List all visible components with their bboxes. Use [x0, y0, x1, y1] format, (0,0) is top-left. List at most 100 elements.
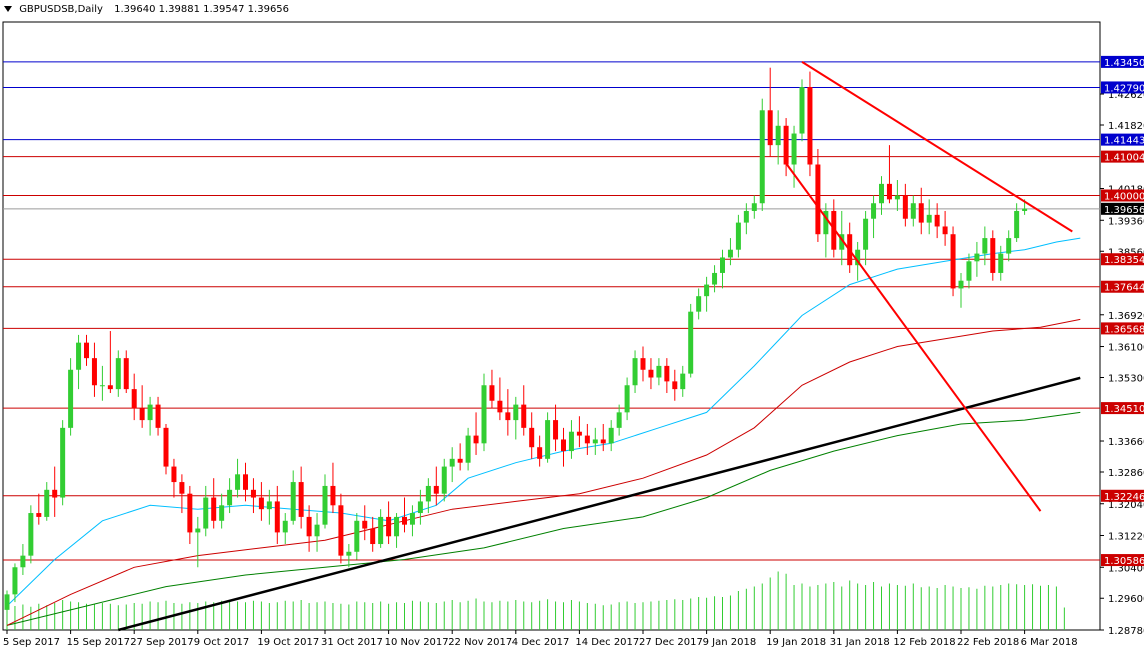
- candle-body: [147, 404, 153, 421]
- candle-body: [52, 489, 58, 498]
- candle-body: [12, 567, 18, 595]
- candle-body: [235, 474, 241, 490]
- candle-body: [799, 87, 805, 134]
- candle-body: [386, 516, 392, 537]
- current-price-tag-bg: [1101, 202, 1144, 215]
- candle-body: [425, 485, 431, 502]
- y-tick-label: 1.29600: [1108, 594, 1144, 605]
- level-price-tag: 1.42790: [1104, 83, 1144, 94]
- candle-body: [735, 222, 741, 250]
- candle-body: [107, 385, 113, 390]
- candle-body: [314, 524, 320, 537]
- candle-body: [322, 485, 328, 525]
- candle-body: [290, 482, 296, 521]
- level-price-tag: 1.37644: [1104, 283, 1144, 294]
- candle-body: [751, 203, 757, 211]
- candle-body: [219, 505, 225, 521]
- candle-body: [99, 385, 105, 387]
- level-price-tag-bg: [1101, 133, 1144, 146]
- candle-body: [36, 513, 42, 517]
- candle-body: [561, 439, 566, 452]
- candle-body: [918, 203, 924, 223]
- candle-body: [250, 489, 256, 498]
- candle-body: [394, 516, 400, 537]
- candle-body: [553, 420, 559, 440]
- candle-body: [950, 234, 956, 289]
- level-price-tag-bg: [1101, 554, 1144, 567]
- candle-body: [982, 238, 988, 254]
- candle-body: [767, 110, 773, 146]
- level-price-tag-bg: [1101, 55, 1144, 68]
- candle-body: [282, 520, 288, 533]
- x-tick-label: 15 Sep 2017: [67, 637, 130, 648]
- y-tick-label: 1.36920: [1108, 311, 1144, 322]
- candle-body: [855, 249, 861, 266]
- candle-body: [521, 404, 527, 428]
- candle-body: [1006, 238, 1012, 254]
- candle-body: [720, 257, 725, 273]
- y-tick-label: 1.30400: [1108, 563, 1144, 574]
- y-tick-label: 1.38560: [1108, 247, 1144, 258]
- plot-frame: [2, 21, 1101, 631]
- x-tick-label: 6 Mar 2018: [1021, 637, 1078, 648]
- candle-body: [1014, 210, 1020, 239]
- candle-body: [362, 520, 368, 529]
- candle-body: [441, 466, 447, 494]
- candle-body: [831, 210, 837, 250]
- candle-body: [966, 261, 972, 281]
- chart-header: GBPUSDSB,Daily 1.39640 1.39881 1.39547 1…: [4, 4, 289, 15]
- candle-body: [704, 284, 710, 297]
- level-price-tag: 1.40000: [1104, 191, 1144, 202]
- candle-body: [910, 203, 916, 219]
- level-price-tag-bg: [1101, 322, 1144, 335]
- candle-body: [338, 505, 344, 556]
- candle-body: [672, 381, 678, 390]
- candle-body: [354, 520, 360, 552]
- candle-body: [815, 164, 821, 235]
- candle-body: [44, 489, 50, 517]
- candle-body: [600, 439, 606, 444]
- candle-body: [155, 404, 161, 428]
- candle-body: [568, 431, 574, 452]
- trendline-resistance: [801, 61, 1073, 233]
- x-tick-label: 27 Dec 2017: [639, 637, 703, 648]
- x-tick-label: 9 Jan 2018: [703, 637, 757, 648]
- candle-body: [942, 226, 948, 235]
- candle-body: [68, 369, 74, 428]
- x-tick-label: 5 Sep 2017: [3, 637, 60, 648]
- level-price-tag-bg: [1101, 489, 1144, 502]
- candle-body: [624, 385, 630, 413]
- collapse-arrow-icon[interactable]: [4, 6, 12, 12]
- candle-body: [974, 253, 980, 262]
- level-price-tag: 1.34510: [1104, 404, 1144, 415]
- y-tick-label: 1.35300: [1108, 374, 1144, 385]
- candle-body: [131, 389, 137, 409]
- candle-body: [759, 110, 765, 204]
- candle-body: [807, 87, 813, 165]
- candle-body: [211, 497, 217, 521]
- candle-body: [934, 214, 940, 227]
- candle-body: [243, 474, 248, 490]
- level-price-tag: 1.36568: [1104, 324, 1144, 335]
- candle-body: [775, 125, 781, 146]
- candle-body: [227, 489, 233, 506]
- level-price-tag-bg: [1101, 402, 1144, 415]
- candle-body: [417, 501, 423, 514]
- candle-body: [886, 183, 892, 200]
- candle-body: [60, 427, 66, 498]
- level-price-tag-bg: [1101, 150, 1144, 163]
- candle-body: [330, 485, 336, 506]
- candle-body: [990, 238, 996, 273]
- candle-body: [179, 482, 185, 494]
- current-price-tag: 1.39656: [1104, 205, 1144, 216]
- x-tick-label: 19 Jan 2018: [766, 637, 826, 648]
- candle-body: [712, 272, 718, 285]
- x-tick-label: 10 Nov 2017: [385, 637, 449, 648]
- y-tick-label: 1.36100: [1108, 343, 1144, 354]
- candle-body: [402, 516, 407, 525]
- x-tick-label: 12 Feb 2018: [893, 637, 955, 648]
- candle-body: [902, 195, 908, 219]
- candle-body: [823, 210, 829, 235]
